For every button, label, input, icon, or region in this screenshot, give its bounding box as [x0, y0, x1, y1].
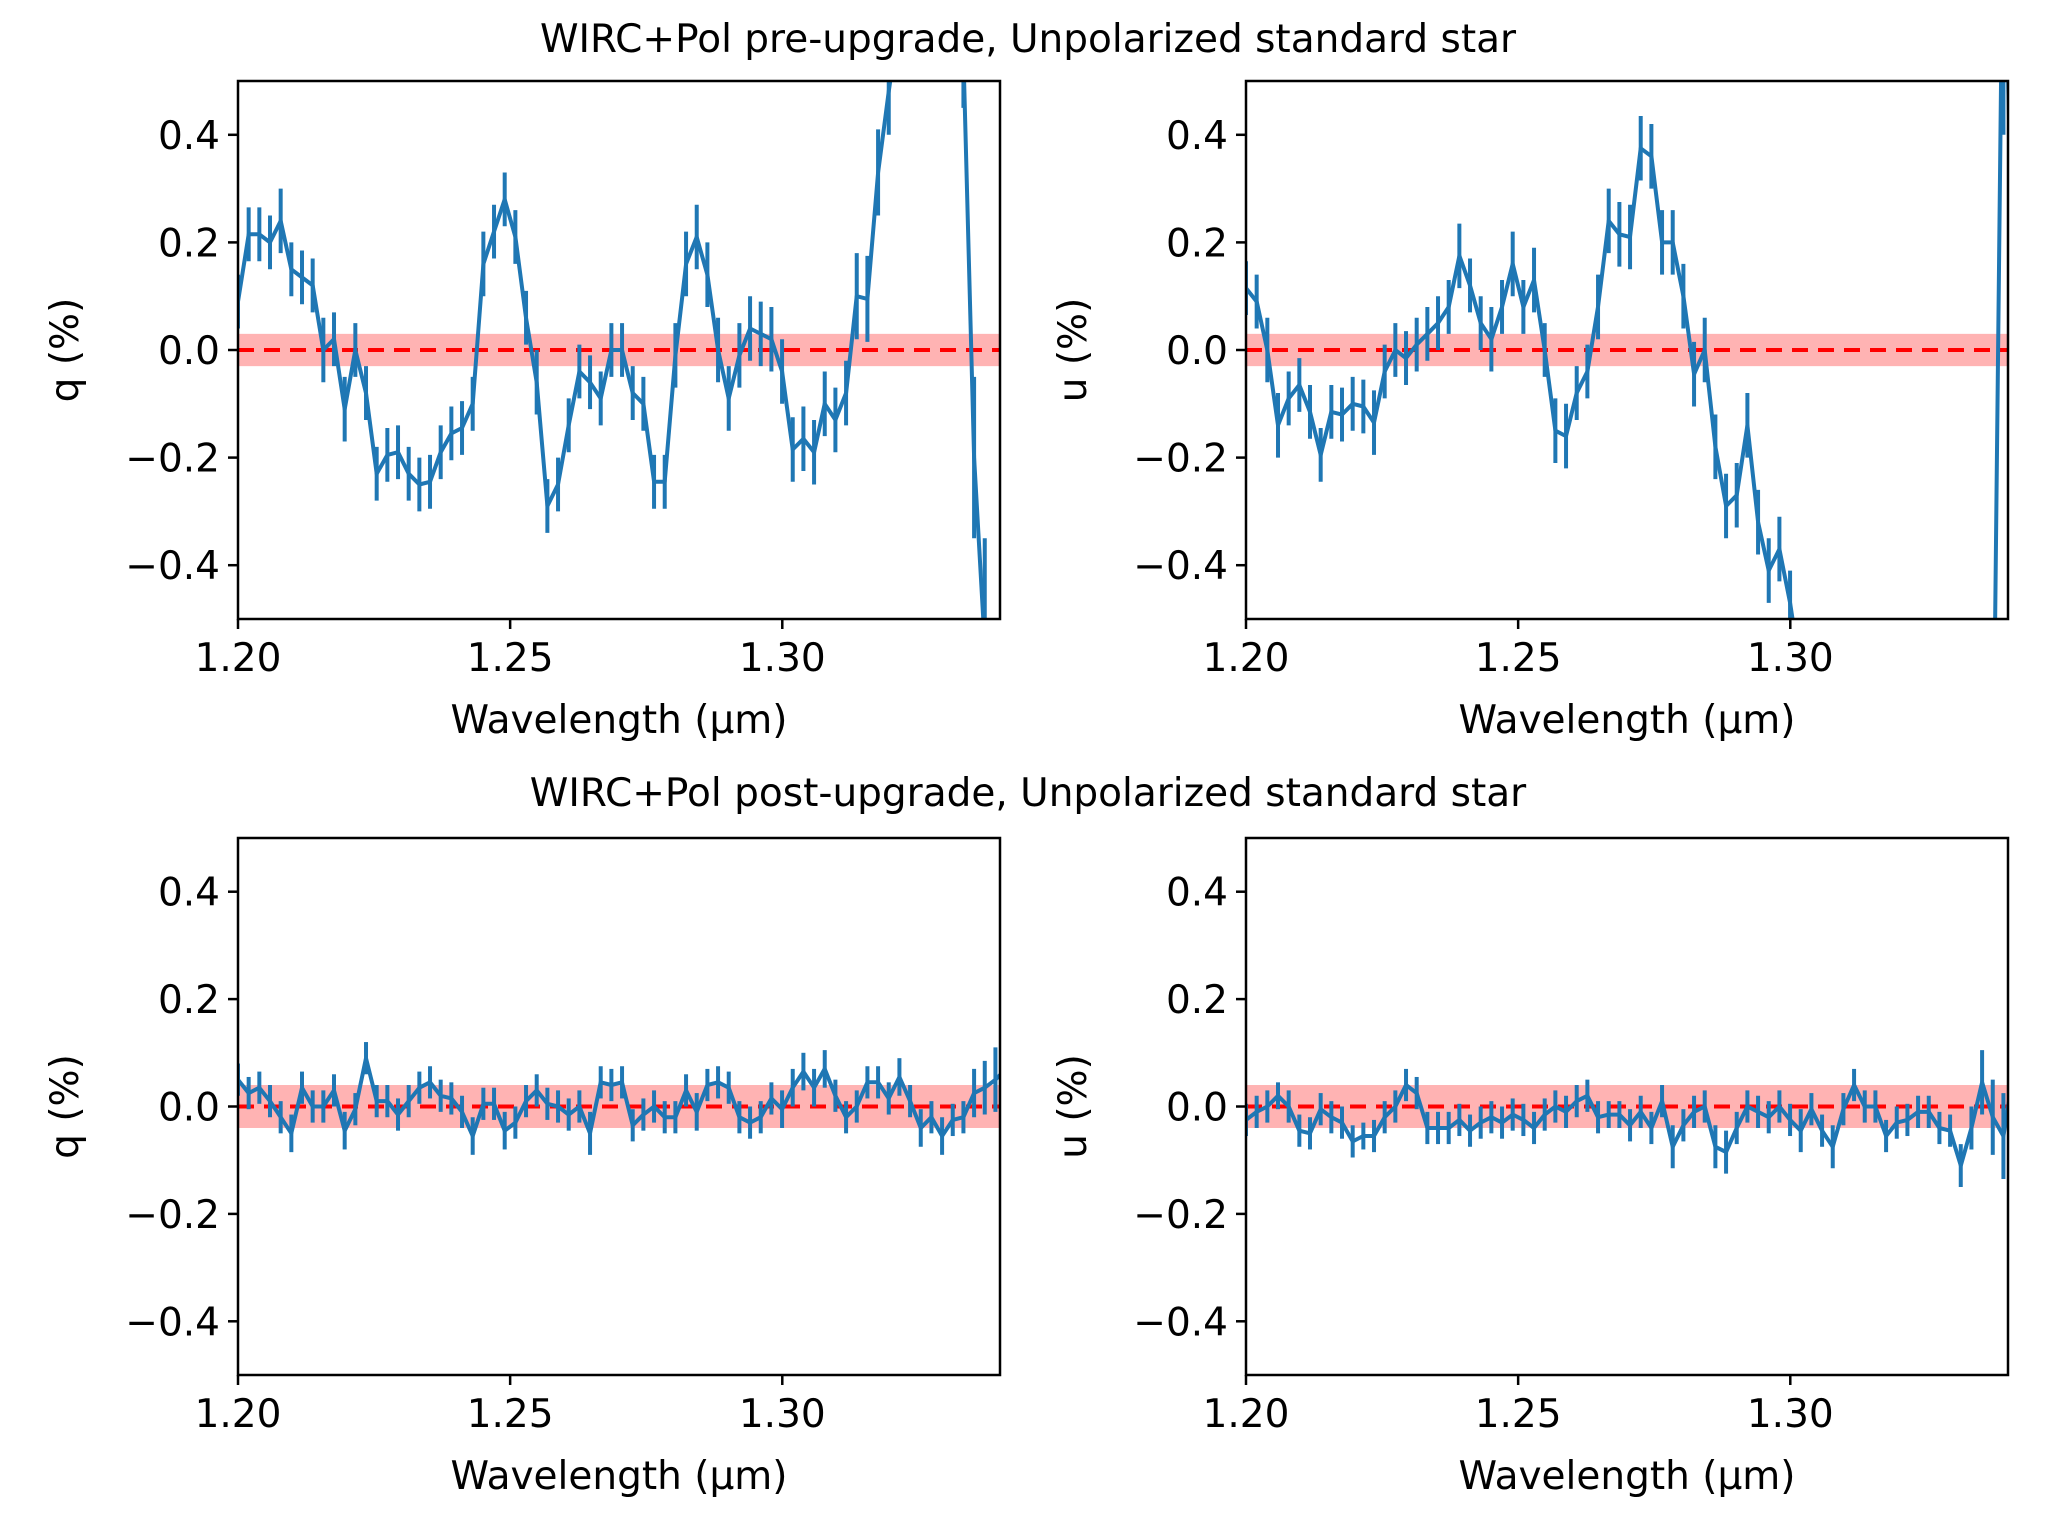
y-tick-label: −0.2: [1133, 1193, 1228, 1238]
series-line-q: [238, 81, 986, 619]
x-axis-label: Wavelength (μm): [451, 698, 788, 743]
x-axis-label: Wavelength (μm): [451, 1454, 788, 1499]
y-tick-label: −0.4: [125, 544, 220, 589]
x-tick-label: 1.20: [195, 1392, 282, 1437]
x-tick-label: 1.30: [1747, 636, 1834, 681]
series-line-u: [1246, 146, 1795, 619]
x-tick-label: 1.20: [1203, 636, 1290, 681]
y-tick-label: 0.4: [158, 114, 220, 159]
plot-area: [1246, 81, 2008, 619]
x-tick-label: 1.30: [1747, 1392, 1834, 1437]
plot-area: [238, 81, 1000, 619]
x-tick-label: 1.25: [467, 636, 554, 681]
y-tick-label: 0.2: [158, 978, 220, 1023]
panel-bottom-right-u: 1.20 1.25 1.30 −0.4 −0.2 0.0 0.2 0.4 Wavelength …: [1051, 836, 2010, 1499]
y-axis-label: q (%): [43, 298, 88, 403]
x-tick-label: 1.30: [739, 1392, 826, 1437]
series-line-u: [1246, 1080, 2008, 1168]
y-tick-label: 0.2: [1166, 978, 1228, 1023]
y-tick-label: 0.4: [1166, 871, 1228, 916]
x-axis-label: Wavelength (μm): [1459, 698, 1796, 743]
x-tick-label: 1.25: [1475, 1392, 1562, 1437]
y-tick-label: 0.0: [1166, 1086, 1228, 1131]
y-axis-label: u (%): [1051, 298, 1096, 403]
series-line-u: [1993, 81, 2008, 619]
panel-top-left-q: 1.20 1.25 1.30 −0.4 −0.2 0.0 0.2 0.4 Wavelength …: [43, 79, 1002, 743]
top-row-title: WIRC+Pol pre-upgrade, Unpolarized standa…: [540, 17, 1517, 62]
y-tick-label: −0.4: [125, 1300, 220, 1345]
y-tick-label: 0.0: [1166, 329, 1228, 374]
x-tick-label: 1.25: [1475, 636, 1562, 681]
panel-top-right-u: 1.20 1.25 1.30 −0.4 −0.2 0.0 0.2 0.4 Wavelength …: [1051, 79, 2010, 743]
y-tick-label: −0.2: [125, 1193, 220, 1238]
y-axis-label: u (%): [1051, 1054, 1096, 1159]
y-tick-label: 0.0: [158, 329, 220, 374]
bottom-row-title: WIRC+Pol post-upgrade, Unpolarized stand…: [530, 771, 1527, 816]
x-tick-label: 1.30: [739, 636, 826, 681]
y-tick-label: −0.2: [125, 437, 220, 482]
x-axis-label: Wavelength (μm): [1459, 1454, 1796, 1499]
y-tick-label: 0.4: [1166, 114, 1228, 159]
y-tick-label: 0.2: [158, 221, 220, 266]
plot-area: [238, 1042, 1000, 1155]
panel-bottom-left-q: 1.20 1.25 1.30 −0.4 −0.2 0.0 0.2 0.4 Wavelength …: [43, 836, 1002, 1499]
y-tick-label: −0.2: [1133, 437, 1228, 482]
x-tick-label: 1.25: [467, 1392, 554, 1437]
y-tick-label: −0.4: [1133, 544, 1228, 589]
series-line-q: [238, 1056, 1000, 1138]
y-tick-label: 0.2: [1166, 221, 1228, 266]
x-tick-label: 1.20: [1203, 1392, 1290, 1437]
y-axis-label: q (%): [43, 1054, 88, 1159]
y-tick-label: 0.0: [158, 1086, 220, 1131]
plot-area: [1246, 1050, 2008, 1188]
y-tick-label: 0.4: [158, 871, 220, 916]
x-tick-label: 1.20: [195, 636, 282, 681]
y-tick-label: −0.4: [1133, 1300, 1228, 1345]
